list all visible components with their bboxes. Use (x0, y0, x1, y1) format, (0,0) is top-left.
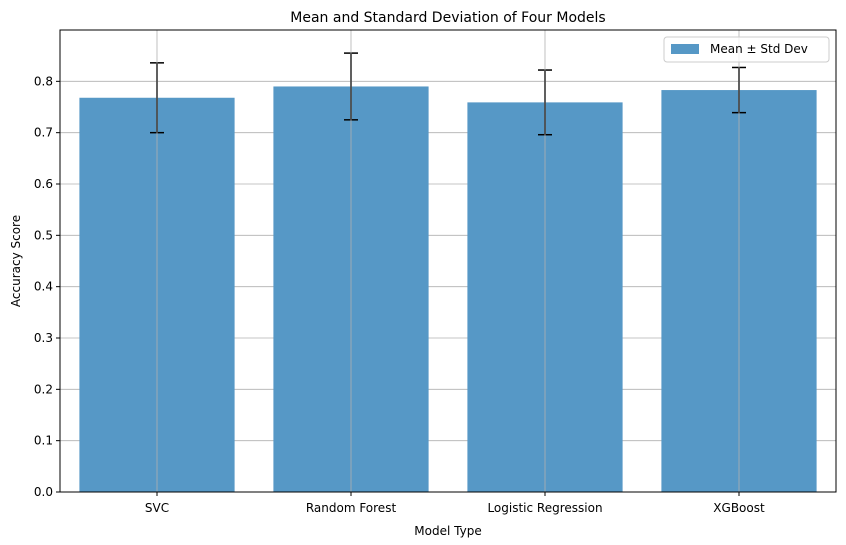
y-tick-label: 0.5 (34, 228, 53, 242)
vertical-grid-lines (156, 30, 740, 492)
x-tick-label: Logistic Regression (487, 501, 602, 515)
y-axis-label: Accuracy Score (9, 215, 23, 307)
legend-box (663, 36, 830, 63)
y-tick-label: 0.2 (34, 382, 53, 396)
y-tick-label: 0.0 (34, 485, 53, 499)
x-tick-label: XGBoost (713, 501, 765, 515)
y-tick-label: 0.8 (34, 74, 53, 88)
legend-swatch (671, 44, 699, 54)
x-tick-label: SVC (145, 501, 169, 515)
x-axis-ticks: SVC Random Forest Logistic Regression XGBoo… (145, 492, 765, 515)
legend: Mean ± Std Dev (663, 36, 830, 63)
chart-title: Mean and Standard Deviation of Four Mode… (290, 10, 605, 26)
y-tick-label: 0.1 (34, 434, 53, 448)
y-tick-label: 0.7 (34, 126, 53, 140)
y-axis-ticks: 0.0 0.1 0.2 0.3 0.4 0.5 0.6 0.7 0.8 (34, 74, 60, 499)
y-tick-label: 0.3 (34, 331, 53, 345)
x-tick-label: Random Forest (306, 501, 397, 515)
legend-label: Mean ± Std Dev (710, 42, 808, 56)
x-axis-label: Model Type (414, 524, 481, 538)
y-tick-label: 0.6 (34, 177, 53, 191)
error-bars (150, 52, 746, 136)
y-tick-label: 0.4 (34, 280, 53, 294)
plot-frame (59, 29, 837, 493)
bars (79, 86, 817, 492)
